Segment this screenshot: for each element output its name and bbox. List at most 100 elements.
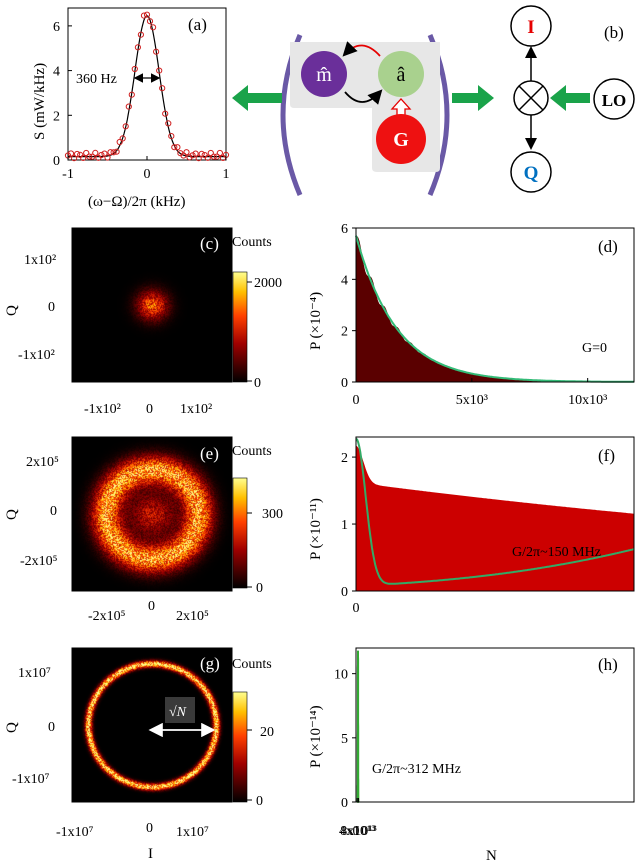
panel-d-ylabel: P (×10⁻⁴) [308,292,324,350]
panel-g: (g) √N Counts 20 0 1x10⁷ 0 -1x10⁷ -1x10⁷… [4,647,274,862]
panel-a-xlabel: (ω−Ω)/2π (kHz) [88,194,185,210]
panel-b-diagram: m̂ â G I Q LO (b) [232,5,635,196]
panel-f-fit-line [355,437,635,585]
data-point [174,144,181,151]
data-point [210,153,217,160]
ytick-label: 2 [341,451,348,466]
panel-f-ylabel: P (×10⁻¹¹) [308,498,324,560]
panel-g-heatmap-canvas [72,648,232,802]
data-point [98,151,105,159]
ytick-label: 1 [341,518,348,533]
data-point [216,149,223,157]
i-node [510,5,552,47]
q-node-label: Q [524,163,539,184]
data-point [143,11,151,18]
panel-a-ytick-label: 6 [53,20,60,35]
panel-d-ticks: 0 5x10³ 10x10³ 0 2 4 6 [341,222,607,408]
data-point [186,154,193,161]
panel-e: (e) Counts 300 0 2x10⁵ 0 -2x10⁵ -2x10⁵ 0… [4,436,283,624]
panel-e-colorbar-title: Counts [232,444,272,459]
data-point [116,138,123,146]
mode-m-node [301,51,347,97]
data-point [74,150,81,158]
mixer-cross-2 [518,85,544,111]
panel-d-histogram [356,235,634,382]
data-point [204,154,211,161]
data-point [104,154,111,161]
coupling-arrow-a-to-m [342,41,381,57]
panel-g-cbar-tick-bottom-label: 0 [256,794,263,809]
xtick-label: 4x10¹³ [339,824,375,839]
data-point [107,149,114,156]
data-point [159,85,166,92]
panel-c-cbar-tick-top-label: 2000 [254,276,282,291]
data-point [86,153,93,160]
data-point [140,12,148,19]
data-point [67,150,75,157]
data-point [89,153,96,160]
panel-g-xlabel: I [148,846,153,862]
panel-c-colorbar [232,271,248,383]
data-point [134,44,141,51]
data-point [92,149,99,156]
panel-h-annotation: G/2π~312 MHz [372,762,461,777]
linewidth-annotation: 360 Hz [76,72,117,87]
panel-c-ylabel: Q [4,305,20,316]
data-point [198,150,205,157]
q-node [510,151,552,193]
data-point [192,150,199,157]
panel-a-ytick-label: 2 [53,109,60,124]
mode-m-label: m̂ [316,64,332,86]
coupling-arrow-m-to-a [344,89,383,105]
panel-g-colorbar [232,691,248,803]
panel-e-xtick-1: -2x10⁵ [88,609,126,624]
panel-h-xlabel: N [486,848,497,864]
ytick-label: 2 [341,325,348,340]
panel-e-cbar-tick-bottom-label: 0 [256,581,263,596]
panel-e-heatmap [72,437,232,591]
xtick-label: 10x10³ [568,393,607,408]
data-point [213,153,220,160]
panel-g-ytick-3: -1x10⁷ [12,772,50,787]
ytick-label: 10 [334,668,348,683]
panel-h-fit-line [356,650,360,803]
panel-g-xtick-2: 0 [146,821,153,836]
xtick-label: 0 [353,824,360,839]
data-point [207,149,214,157]
data-point [119,135,126,142]
panel-a-ytick-label: 0 [53,154,60,169]
gain-node [376,114,426,164]
panel-h-ylabel: P (×10⁻¹⁴) [308,705,324,768]
panel-c-xtick-1: -1x10² [84,402,121,417]
lo-node [593,78,635,120]
xtick-label: 0 [353,393,360,408]
panel-g-xtick-3: 1x10⁷ [176,825,209,840]
radius-label: √N [169,705,187,720]
panel-g-ylabel: Q [4,722,20,733]
data-point [153,48,160,55]
ytick-label: 4 [341,273,348,288]
panel-a-label: (a) [188,15,207,34]
panel-f-ticks: 05x10¹⁰10x10¹⁰012 [341,451,360,616]
output-arrow-right [452,85,494,111]
data-point [156,67,163,74]
data-point [150,24,157,31]
lo-node-label: LO [602,91,627,110]
data-point [183,149,190,156]
gain-label: G [393,129,409,151]
panel-f-label: (f) [598,446,615,465]
panel-c-xtick-3: 1x10² [180,402,212,417]
data-point [168,133,175,140]
panel-e-ytick-3: -2x10⁵ [20,554,58,569]
panel-e-ytick-1: 2x10⁵ [26,455,59,470]
panel-h-frame [355,647,635,803]
panel-c-heatmap-canvas [72,228,232,382]
panel-c-xtick-2: 0 [146,402,153,417]
data-point [128,91,135,98]
xtick-label: 8x10¹³ [340,824,376,839]
panel-e-heatmap-canvas [72,437,232,591]
panel-e-xtick-2: 0 [148,599,155,614]
